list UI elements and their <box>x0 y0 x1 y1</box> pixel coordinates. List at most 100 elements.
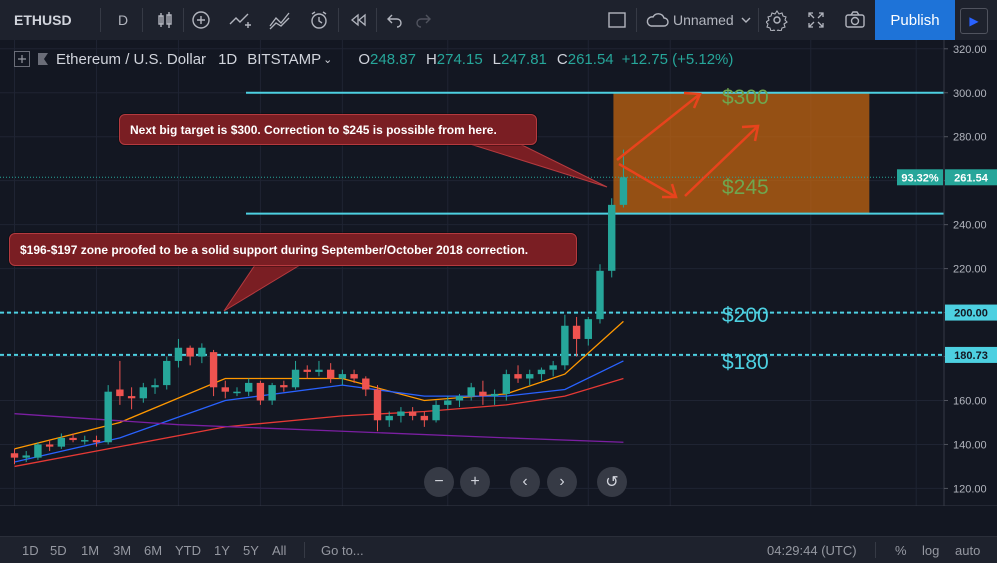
candle <box>432 400 440 423</box>
redo-icon[interactable] <box>414 0 432 40</box>
price-tick-label: 320.00 <box>953 44 987 56</box>
candle <box>572 316 581 357</box>
legend-open: 248.87 <box>370 50 416 68</box>
candle <box>280 380 288 392</box>
candle-body <box>444 400 452 405</box>
gear-icon[interactable] <box>766 0 788 40</box>
indicators-icon[interactable] <box>268 0 294 40</box>
zoom-out-button[interactable]: − <box>424 467 454 497</box>
legend-change: +12.75 (+5.12%) <box>621 50 734 68</box>
candle-body <box>514 374 522 379</box>
layout-name[interactable]: Unnamed <box>673 12 734 28</box>
candle <box>221 380 229 399</box>
range-ytd[interactable]: YTD <box>175 542 201 558</box>
auto-toggle[interactable]: auto <box>955 542 981 558</box>
candle-body <box>22 455 30 458</box>
undo-icon[interactable] <box>386 0 404 40</box>
candle <box>57 433 66 449</box>
candle <box>127 387 136 410</box>
range-5y[interactable]: 5Y <box>243 542 259 558</box>
percent-toggle[interactable]: % <box>895 542 907 558</box>
scroll-left-button[interactable]: ‹ <box>510 467 540 497</box>
moving-average-line <box>14 360 624 463</box>
toolbar-divider <box>875 542 876 558</box>
range-all[interactable]: All <box>272 542 287 558</box>
callout-target[interactable]: Next big target is $300. Correction to $… <box>119 114 537 145</box>
chevron-down-icon[interactable]: ⌄ <box>323 53 333 66</box>
chevron-down-icon[interactable] <box>740 0 752 40</box>
candle <box>479 380 487 405</box>
candle <box>549 360 557 377</box>
level-200-tag: 200.00 <box>954 308 988 320</box>
range-5d[interactable]: 5D <box>50 542 67 558</box>
level-300-label: $300 <box>722 86 769 109</box>
range-1y[interactable]: 1Y <box>214 542 230 558</box>
candle <box>69 433 77 443</box>
percent-tag-bg <box>897 169 943 186</box>
bottom-toolbar: 1D 5D 1M 3M 6M YTD 1Y 5Y All Go to... 04… <box>0 536 997 563</box>
candle <box>619 149 628 208</box>
candle-body <box>537 369 546 375</box>
toolbar-divider <box>100 8 101 32</box>
legend-high: 274.15 <box>436 50 483 68</box>
candle-body <box>256 382 265 401</box>
goto-date[interactable]: Go to... <box>321 542 364 558</box>
candle <box>420 411 429 427</box>
moving-average-line <box>14 377 624 468</box>
cloud-save-icon[interactable] <box>644 0 670 40</box>
candle-body <box>350 374 358 379</box>
toolbar-divider <box>758 8 759 32</box>
publish-button[interactable]: Publish <box>875 0 955 40</box>
range-6m[interactable]: 6M <box>144 542 163 558</box>
price-chart[interactable]: $300$245$200$180320.00300.00280.00260.00… <box>0 40 997 506</box>
utc-clock[interactable]: 04:29:44 (UTC) <box>767 542 857 558</box>
candle-body <box>397 411 405 416</box>
candle-body <box>385 415 393 421</box>
interval-button[interactable]: D <box>118 12 129 28</box>
range-1d[interactable]: 1D <box>22 542 39 558</box>
candle <box>608 198 616 278</box>
candles-style-icon[interactable] <box>155 0 175 40</box>
candle-body <box>315 369 323 372</box>
price-tick-label: 240.00 <box>953 220 987 232</box>
candle <box>350 369 358 383</box>
candle-body <box>209 352 218 388</box>
candle <box>514 365 522 383</box>
collapse-legend-icon[interactable] <box>14 51 30 67</box>
price-tick-label: 300.00 <box>953 88 987 100</box>
candle-body <box>572 325 581 339</box>
candle-body <box>92 440 101 443</box>
fullscreen-frame-icon[interactable] <box>607 0 627 40</box>
arrow-head <box>741 124 760 142</box>
price-tick-label: 280.00 <box>953 132 987 144</box>
legend-exchange: BITSTAMP <box>247 50 322 68</box>
candle-body <box>221 387 229 392</box>
price-tick-label: 160.00 <box>953 395 987 407</box>
compare-icon[interactable] <box>228 0 254 40</box>
range-1m[interactable]: 1M <box>81 542 100 558</box>
callout-support[interactable]: $196-$197 zone proofed to be a solid sup… <box>9 233 577 266</box>
candle <box>303 365 311 379</box>
candle <box>490 389 499 405</box>
candle <box>116 360 124 405</box>
reset-chart-button[interactable]: ↺ <box>597 467 627 497</box>
log-toggle[interactable]: log <box>922 542 940 558</box>
scroll-right-button[interactable]: › <box>547 467 577 497</box>
alert-clock-icon[interactable] <box>308 0 330 40</box>
toolbar-divider <box>304 542 305 558</box>
candle-body <box>245 382 253 392</box>
add-indicator-icon[interactable] <box>191 0 211 40</box>
candle <box>291 360 300 390</box>
level-200-label: $200 <box>722 304 769 327</box>
symbol-search[interactable]: ETHUSD <box>14 12 72 28</box>
fullscreen-icon[interactable] <box>806 0 826 40</box>
camera-icon[interactable] <box>844 0 866 40</box>
play-icon[interactable]: ▶ <box>960 8 988 34</box>
candle <box>256 380 265 405</box>
candle-body <box>291 369 300 388</box>
replay-icon[interactable] <box>348 0 368 40</box>
range-3m[interactable]: 3M <box>113 542 132 558</box>
zoom-in-button[interactable]: + <box>460 467 490 497</box>
level-245-label: $245 <box>722 176 769 199</box>
level-180-tag: 180.73 <box>954 350 988 362</box>
